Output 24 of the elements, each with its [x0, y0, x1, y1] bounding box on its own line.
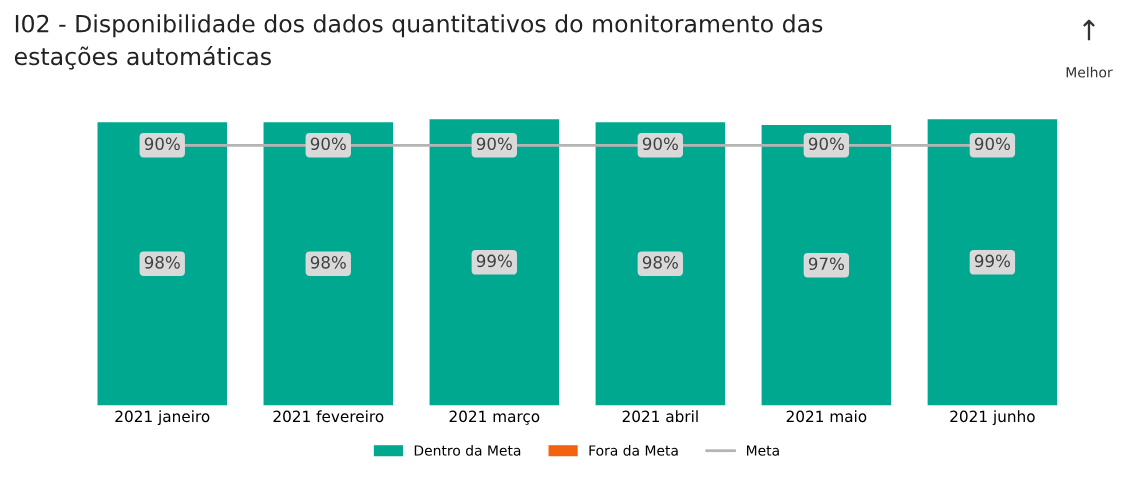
x-tick-label: 2021 junho: [950, 410, 1035, 426]
x-tick-label: 2021 janeiro: [115, 410, 210, 426]
data-label: 90%: [808, 137, 844, 151]
data-label: 98%: [144, 256, 180, 269]
data-label: 90%: [476, 137, 512, 151]
chart-title: I02 - Disponibilidade dos dados quantitativos do monitoramento das estações automáticas: [14, 14, 823, 70]
legend-label: Fora da Meta: [589, 445, 678, 456]
data-label: 90%: [310, 137, 346, 151]
data-label: 90%: [642, 137, 678, 151]
text: ↑: [1083, 19, 1095, 41]
data-label: 98%: [642, 256, 678, 269]
text: Melhor: [1066, 66, 1113, 78]
data-label: 99%: [476, 254, 512, 268]
data-label: 90%: [974, 137, 1010, 151]
x-tick-label: 2021 abril: [622, 410, 698, 423]
data-label: 97%: [808, 257, 844, 271]
x-tick-label: 2021 março: [449, 410, 540, 425]
legend-label: Dentro da Meta: [414, 445, 521, 456]
x-tick-label: 2021 fevereiro: [273, 410, 384, 423]
legend-label: Meta: [746, 445, 779, 456]
x-tick-label: 2021 maio: [786, 410, 867, 423]
data-label: 98%: [310, 256, 346, 269]
data-label: 99%: [974, 254, 1010, 268]
data-label: 90%: [144, 137, 180, 151]
